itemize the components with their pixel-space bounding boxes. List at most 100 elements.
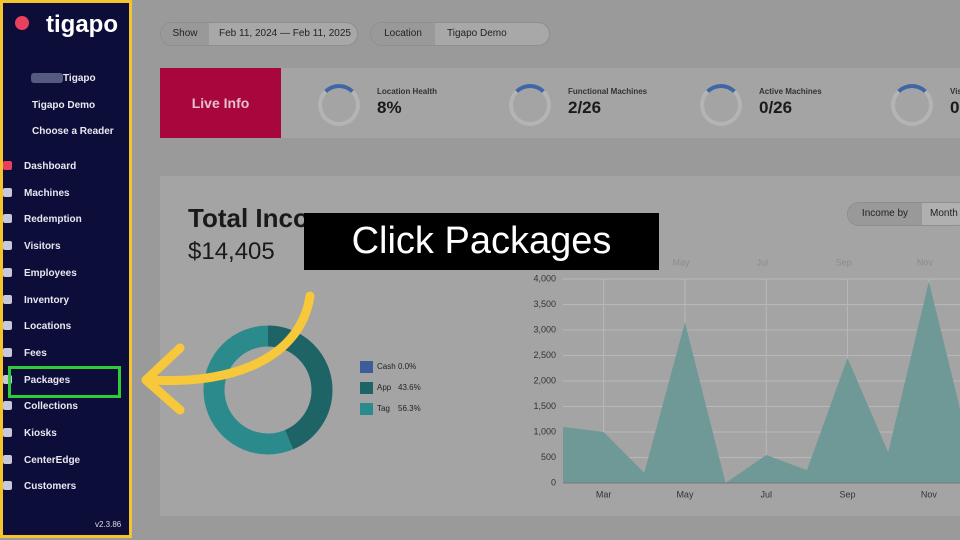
menu-item[interactable]: Packages	[3, 374, 71, 386]
menu-icon	[3, 401, 12, 411]
y-tick-label: 500	[541, 452, 556, 462]
gauge	[318, 84, 360, 126]
menu-label: CenterEdge	[24, 454, 81, 466]
y-tick-label: 0	[551, 477, 556, 487]
menu-icon	[3, 214, 12, 224]
y-tick-label: 3,500	[533, 299, 556, 309]
menu-icon	[3, 161, 12, 170]
stat-label: Visitors	[950, 87, 960, 96]
x-tick-label: Jul	[760, 489, 772, 499]
location-filter[interactable]: Location Tigapo Demo	[370, 22, 550, 46]
mini-axis-label: Sep	[836, 257, 852, 267]
user[interactable]: Tigapo	[63, 73, 96, 84]
version: v2.3.86	[95, 520, 122, 529]
live-info-title: Live Info	[160, 68, 281, 138]
highlight-box	[8, 366, 121, 398]
toggle-option[interactable]: Income by	[848, 203, 922, 225]
y-tick-label: 4,000	[533, 273, 556, 283]
show-label: Show	[161, 23, 209, 45]
menu-icon	[3, 428, 12, 437]
menu-item[interactable]: Fees	[3, 347, 47, 359]
mini-axis-label: Nov	[917, 257, 934, 267]
menu-label: Inventory	[24, 294, 70, 306]
location-select[interactable]: Tigapo Demo	[32, 100, 96, 111]
menu-icon	[3, 347, 12, 357]
gauge	[509, 84, 551, 126]
menu-item[interactable]: Inventory	[3, 294, 70, 306]
menu-label: Dashboard	[24, 161, 77, 172]
x-tick-label: Mar	[596, 489, 612, 499]
menu-item[interactable]: Dashboard	[3, 161, 76, 172]
x-tick-label: May	[676, 489, 694, 499]
live-info-card	[160, 68, 960, 138]
menu-item[interactable]: Redemption	[3, 214, 82, 225]
menu-item[interactable]: Machines	[3, 187, 70, 199]
income-total: $14,405	[188, 238, 275, 265]
reader-select[interactable]: Choose a Reader	[32, 126, 114, 137]
legend-value: 0.0%	[398, 362, 416, 371]
menu-label: Visitors	[24, 241, 61, 253]
mini-axis-label: Jul	[757, 257, 769, 267]
stat-value: 2/26	[568, 98, 602, 117]
y-tick-label: 3,000	[533, 324, 556, 334]
menu-label: Packages	[24, 374, 71, 386]
menu-icon	[3, 481, 12, 491]
menu-item[interactable]: Customers	[3, 481, 76, 492]
menu-item[interactable]: Locations	[3, 321, 71, 332]
stat-label: Location Health	[377, 87, 438, 96]
date-filter[interactable]: Show Feb 11, 2024 — Feb 11, 2025	[160, 22, 358, 46]
gauge	[891, 84, 933, 126]
y-tick-label: 2,500	[533, 350, 556, 360]
menu-label: Machines	[24, 187, 70, 199]
blurred-name	[31, 73, 63, 83]
menu-icon	[3, 454, 12, 464]
legend-value: 56.3%	[398, 404, 421, 413]
menu-icon	[3, 241, 12, 251]
date-range: Feb 11, 2024 — Feb 11, 2025	[219, 28, 351, 39]
sidebar: tigapo Tigapo Tigapo Demo Choose a Reade…	[0, 0, 132, 538]
mini-axis-label: May	[672, 257, 690, 267]
stat-value: 0/26	[759, 98, 793, 117]
menu-label: Employees	[24, 267, 77, 279]
menu-label: Collections	[24, 401, 78, 413]
stat-label: Functional Machines	[568, 87, 648, 96]
legend-name: App	[377, 383, 392, 392]
stat-value: 8%	[377, 98, 402, 117]
toggle-option[interactable]: Month	[930, 208, 958, 219]
menu-label: Redemption	[24, 214, 82, 226]
menu-label: Kiosks	[24, 428, 57, 439]
legend-swatch	[360, 382, 373, 394]
menu-icon	[3, 374, 12, 384]
legend-name: Tag	[377, 404, 390, 413]
y-tick-label: 1,500	[533, 401, 556, 411]
y-tick-label: 1,000	[533, 426, 556, 436]
menu-item[interactable]: Visitors	[3, 241, 61, 252]
location-value: Tigapo Demo	[447, 28, 507, 39]
menu-item[interactable]: Employees	[3, 267, 77, 279]
menu-label: Customers	[24, 481, 77, 493]
callout: Click Packages	[304, 213, 659, 270]
y-tick-label: 2,000	[533, 375, 556, 385]
brand: tigapo	[46, 11, 118, 38]
menu-label: Fees	[24, 347, 47, 359]
legend-swatch	[360, 361, 373, 373]
x-tick-label: Sep	[840, 489, 856, 499]
menu-icon	[3, 187, 12, 197]
stat-value: 00	[950, 98, 960, 117]
stat-label: Active Machines	[759, 87, 822, 96]
gauge	[700, 84, 742, 126]
legend-swatch	[360, 403, 373, 415]
location-label: Location	[371, 23, 435, 45]
legend-value: 43.6%	[398, 383, 421, 392]
menu-icon	[3, 267, 12, 277]
x-tick-label: Nov	[921, 489, 938, 499]
menu-icon	[3, 294, 12, 304]
menu-item[interactable]: Kiosks	[3, 428, 57, 439]
toggle[interactable]: Income by Month	[847, 202, 960, 226]
menu-label: Locations	[24, 321, 72, 333]
menu-item[interactable]: CenterEdge	[3, 454, 81, 466]
area	[563, 281, 960, 483]
menu-item[interactable]: Collections	[3, 401, 78, 412]
